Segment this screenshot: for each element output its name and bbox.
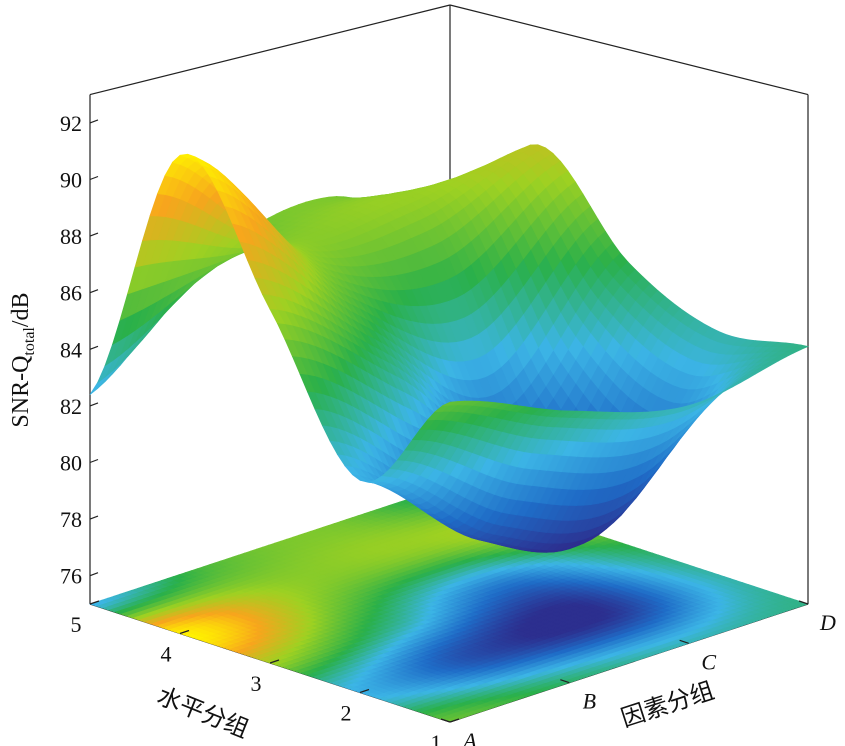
frame-top-right-edge bbox=[449, 4, 809, 96]
surface-cell bbox=[89, 376, 106, 395]
frame-top-left-edge bbox=[89, 4, 451, 96]
surface-plot bbox=[89, 144, 810, 553]
